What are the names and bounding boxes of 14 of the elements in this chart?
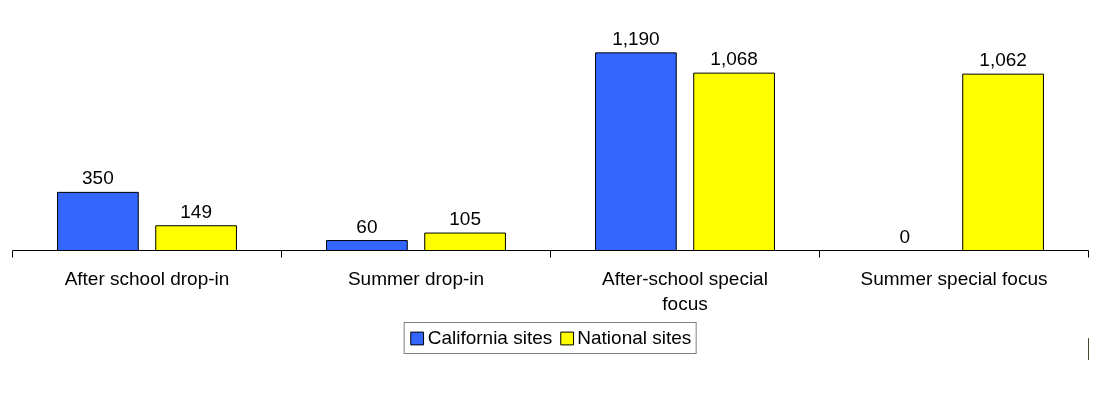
data-label: 1,068: [710, 48, 758, 70]
x-tick-label: Summer drop-in: [347, 267, 485, 289]
data-label: 1,190: [612, 27, 660, 49]
data-label: 0: [899, 225, 911, 247]
legend-label: National sites: [577, 327, 692, 349]
x-tick-label: Summer special focus: [860, 267, 1048, 289]
data-label: 105: [449, 208, 481, 230]
data-label: 60: [356, 215, 378, 237]
x-tick-label: After-school special focus: [602, 267, 768, 314]
data-label: 350: [82, 167, 114, 189]
data-label: 1,062: [979, 49, 1027, 71]
x-tick-label: After school drop-in: [64, 267, 230, 289]
legend-label: California sites: [427, 327, 553, 349]
data-label: 149: [180, 200, 212, 222]
